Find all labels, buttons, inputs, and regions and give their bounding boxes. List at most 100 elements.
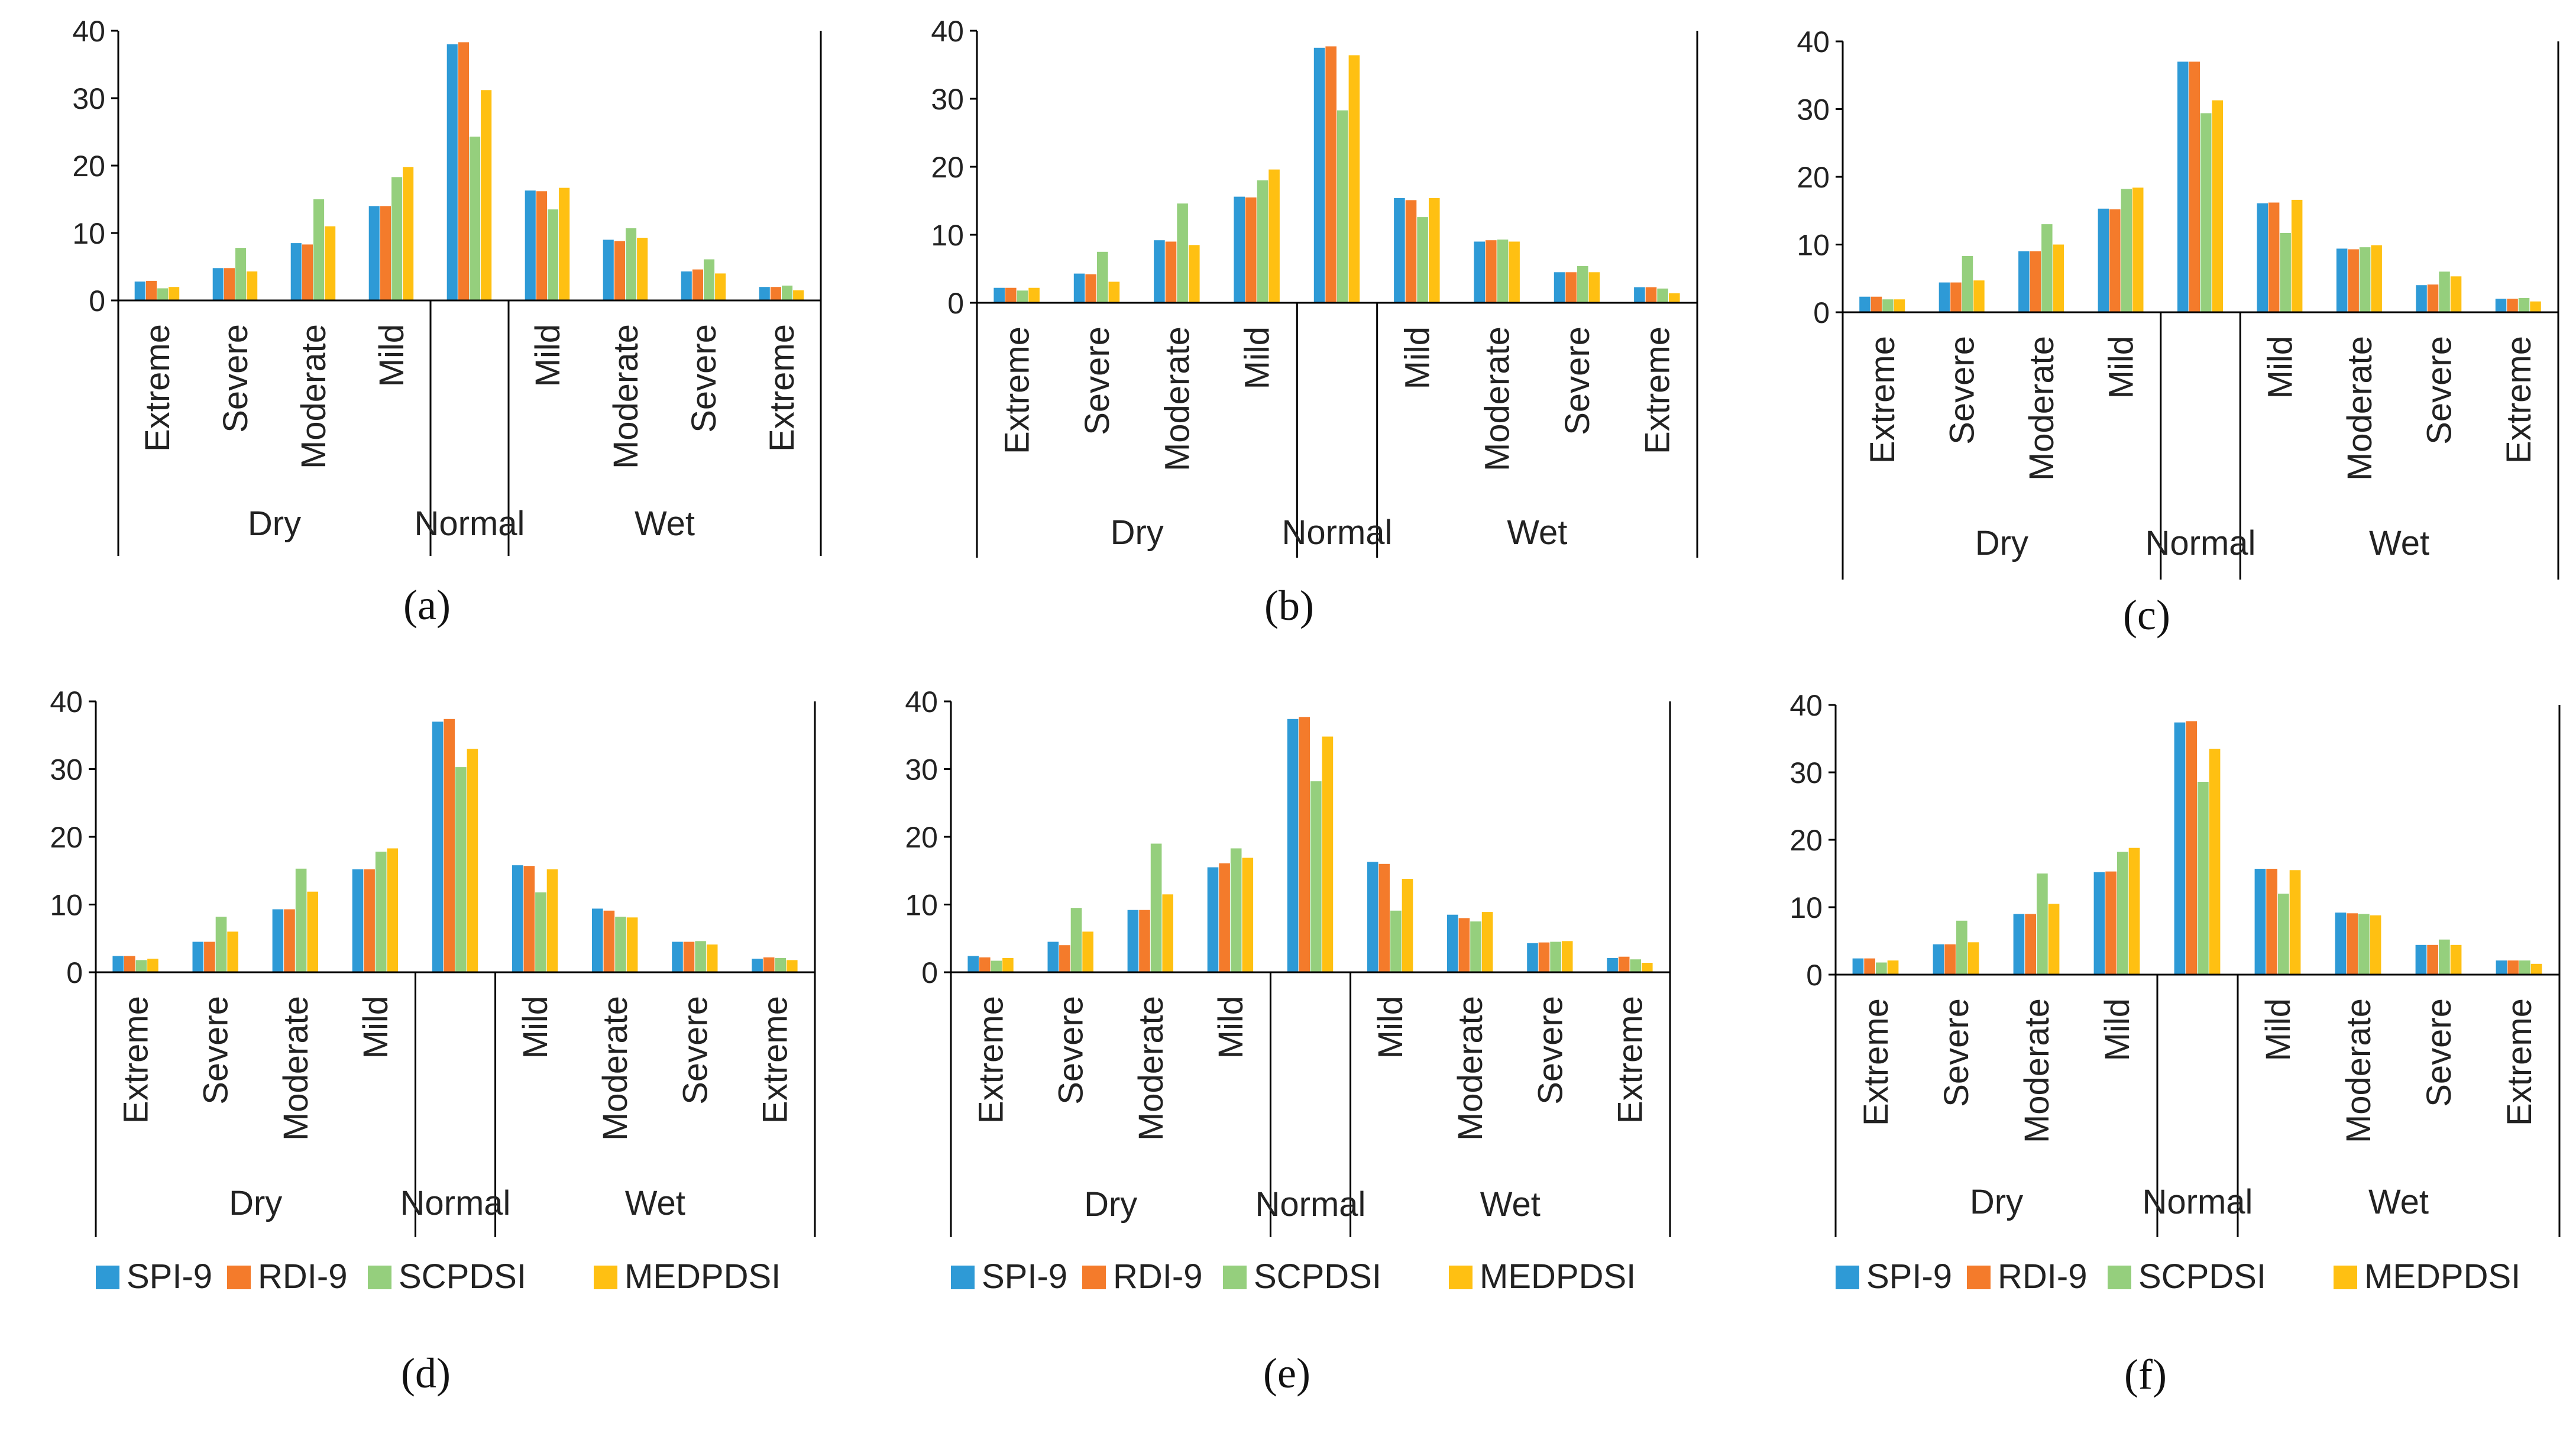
- bar-medpdsi-3: [387, 848, 399, 972]
- y-tick-label: 20: [1797, 161, 1830, 194]
- bar-medpdsi-7: [2450, 944, 2462, 975]
- bar-scpdsi-4: [455, 767, 467, 972]
- category-label-7: Severe: [676, 996, 714, 1105]
- group-label-normal: Normal: [1255, 1185, 1366, 1224]
- legend-swatch-rdi-9: [1967, 1266, 1991, 1289]
- bar-scpdsi-6: [2359, 247, 2371, 312]
- bar-scpdsi-0: [157, 288, 169, 300]
- bar-medpdsi-1: [1973, 280, 1985, 312]
- bar-medpdsi-6: [637, 238, 648, 300]
- bar-medpdsi-4: [481, 90, 492, 301]
- bar-scpdsi-4: [2198, 782, 2209, 975]
- bar-spi-9-7: [672, 942, 683, 972]
- bar-rdi-9-6: [1458, 918, 1470, 972]
- bar-spi-9-4: [2174, 722, 2186, 975]
- bar-spi-9-8: [2495, 299, 2507, 312]
- category-label-5: Mild: [2259, 998, 2297, 1061]
- bar-rdi-9-7: [1565, 272, 1577, 303]
- bar-rdi-9-1: [204, 942, 215, 972]
- category-label-1: Severe: [1078, 326, 1117, 435]
- bar-scpdsi-5: [1417, 217, 1428, 303]
- bar-spi-9-6: [2336, 248, 2348, 312]
- bar-medpdsi-8: [1642, 963, 1653, 972]
- bar-scpdsi-0: [135, 960, 147, 972]
- legend-label-medpdsi: MEDPDSI: [1480, 1257, 1636, 1296]
- bar-rdi-9-2: [284, 909, 295, 972]
- group-label-wet: Wet: [2369, 524, 2429, 562]
- bar-medpdsi-7: [715, 273, 726, 300]
- category-label-7: Severe: [2420, 336, 2458, 445]
- legend-label-spi-9: SPI-9: [982, 1257, 1067, 1296]
- bar-rdi-9-7: [2427, 944, 2438, 975]
- legend-swatch-medpdsi: [2334, 1266, 2357, 1289]
- bar-rdi-9-2: [302, 244, 313, 300]
- group-label-normal: Normal: [1282, 513, 1393, 552]
- bar-scpdsi-7: [1550, 942, 1561, 972]
- bar-rdi-9-0: [145, 280, 157, 300]
- category-label-5: Mild: [516, 996, 555, 1059]
- bar-medpdsi-7: [1561, 941, 1573, 972]
- category-label-8: Extreme: [1611, 996, 1649, 1124]
- bar-rdi-9-5: [523, 866, 535, 972]
- bar-scpdsi-7: [704, 259, 715, 300]
- y-tick-label: 10: [931, 219, 964, 252]
- legend-label-scpdsi: SCPDSI: [2138, 1257, 2266, 1296]
- category-label-5: Mild: [1371, 996, 1410, 1059]
- bar-spi-9-0: [993, 287, 1005, 303]
- bar-scpdsi-5: [2280, 233, 2291, 312]
- group-label-dry: Dry: [1975, 524, 2028, 562]
- legend-swatch-scpdsi: [368, 1266, 391, 1289]
- bar-rdi-9-1: [1059, 945, 1070, 972]
- bar-medpdsi-5: [1402, 879, 1413, 972]
- bar-scpdsi-8: [1630, 959, 1641, 972]
- y-tick-label: 0: [66, 956, 83, 989]
- bar-rdi-9-4: [2189, 62, 2200, 313]
- legend-label-rdi-9: RDI-9: [1998, 1257, 2087, 1296]
- bar-rdi-9-6: [614, 241, 625, 300]
- bar-rdi-9-0: [1864, 958, 1875, 975]
- bar-spi-9-2: [2013, 914, 2025, 975]
- bar-medpdsi-2: [1189, 245, 1200, 303]
- legend-swatch-spi-9: [951, 1266, 975, 1289]
- bar-scpdsi-4: [1310, 781, 1322, 972]
- bar-scpdsi-3: [1257, 180, 1268, 303]
- bar-spi-9-6: [1447, 914, 1458, 972]
- bar-scpdsi-3: [2117, 852, 2128, 975]
- legend-swatch-rdi-9: [1082, 1266, 1106, 1289]
- bar-rdi-9-3: [380, 206, 391, 300]
- bar-medpdsi-3: [1242, 858, 1254, 972]
- bar-spi-9-0: [1852, 958, 1864, 975]
- y-tick-label: 20: [905, 821, 938, 854]
- category-label-3: Mild: [2102, 336, 2141, 399]
- bar-spi-9-0: [134, 282, 145, 300]
- bar-rdi-9-6: [1486, 240, 1497, 303]
- y-tick-label: 30: [72, 82, 105, 115]
- category-label-0: Extreme: [998, 326, 1037, 454]
- bar-rdi-9-3: [2109, 209, 2121, 312]
- category-label-8: Extreme: [2500, 998, 2539, 1126]
- y-tick-label: 30: [50, 753, 83, 787]
- bar-rdi-9-5: [2268, 202, 2280, 312]
- bar-scpdsi-2: [1177, 203, 1188, 303]
- bar-medpdsi-1: [1082, 931, 1093, 972]
- bar-scpdsi-8: [775, 958, 786, 972]
- y-tick-label: 40: [905, 685, 938, 719]
- bar-scpdsi-6: [615, 917, 626, 972]
- group-label-dry: Dry: [1970, 1183, 2023, 1221]
- bar-rdi-9-2: [1139, 910, 1150, 972]
- chart-panel-e: 0 10 20 30 40 Extreme Severe Moderate Mild Mild Mo…: [905, 685, 1671, 1397]
- y-tick-label: 10: [72, 217, 105, 250]
- group-label-normal: Normal: [2145, 524, 2256, 562]
- y-tick-label: 30: [931, 83, 964, 116]
- bar-scpdsi-1: [1070, 908, 1082, 972]
- panel-caption: (f): [2124, 1351, 2167, 1398]
- category-label-5: Mild: [529, 324, 567, 387]
- group-label-dry: Dry: [1111, 513, 1164, 552]
- category-label-2: Moderate: [1132, 996, 1170, 1141]
- bar-spi-9-7: [1554, 272, 1565, 303]
- group-label-normal: Normal: [415, 504, 525, 543]
- bar-rdi-9-0: [1870, 296, 1882, 312]
- bar-spi-9-5: [1367, 862, 1378, 972]
- bar-spi-9-1: [192, 942, 204, 972]
